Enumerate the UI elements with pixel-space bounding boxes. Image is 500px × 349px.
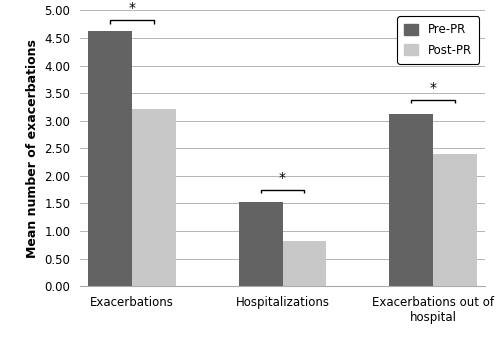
Y-axis label: Mean number of exacerbations: Mean number of exacerbations [26,39,38,258]
Bar [238,202,282,286]
Text: *: * [279,171,286,185]
Bar [88,31,132,286]
Bar [282,241,327,286]
Legend: Pre-PR, Post-PR: Pre-PR, Post-PR [397,16,479,64]
Text: *: * [128,1,136,15]
Text: *: * [430,81,436,95]
Bar [433,154,477,286]
Bar [389,114,433,286]
Bar [132,109,176,286]
